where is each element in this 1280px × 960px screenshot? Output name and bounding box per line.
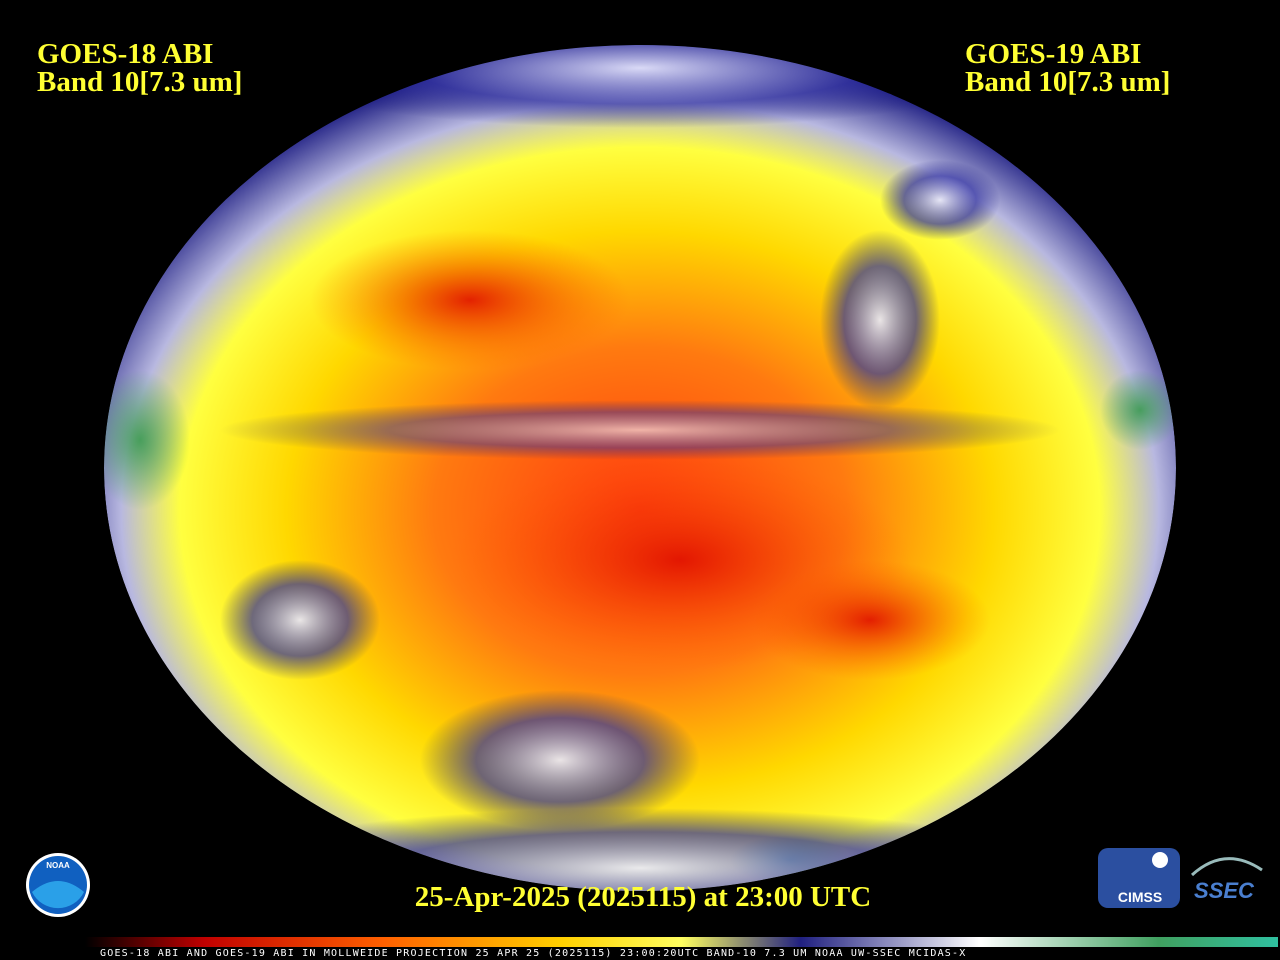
- right-satellite: GOES-19 ABI: [965, 38, 1141, 70]
- cimss-logo: CIMSS: [1098, 848, 1180, 908]
- right-band: Band 10[7.3 um]: [965, 66, 1170, 98]
- left-satellite: GOES-18 ABI: [37, 38, 213, 70]
- caption: GOES-18 ABI AND GOES-19 ABI IN MOLLWEIDE…: [100, 948, 966, 959]
- color-scale: [85, 937, 1278, 947]
- ssec-text: SSEC: [1194, 878, 1255, 903]
- cimss-text: CIMSS: [1118, 889, 1162, 905]
- noaa-logo: NOAA: [26, 853, 90, 917]
- globe: [104, 45, 1176, 891]
- left-band: Band 10[7.3 um]: [37, 66, 242, 98]
- noaa-text: NOAA: [46, 861, 70, 870]
- timestamp: 25-Apr-2025 (2025115) at 23:00 UTC: [415, 881, 871, 913]
- ssec-logo: SSEC: [1190, 857, 1263, 903]
